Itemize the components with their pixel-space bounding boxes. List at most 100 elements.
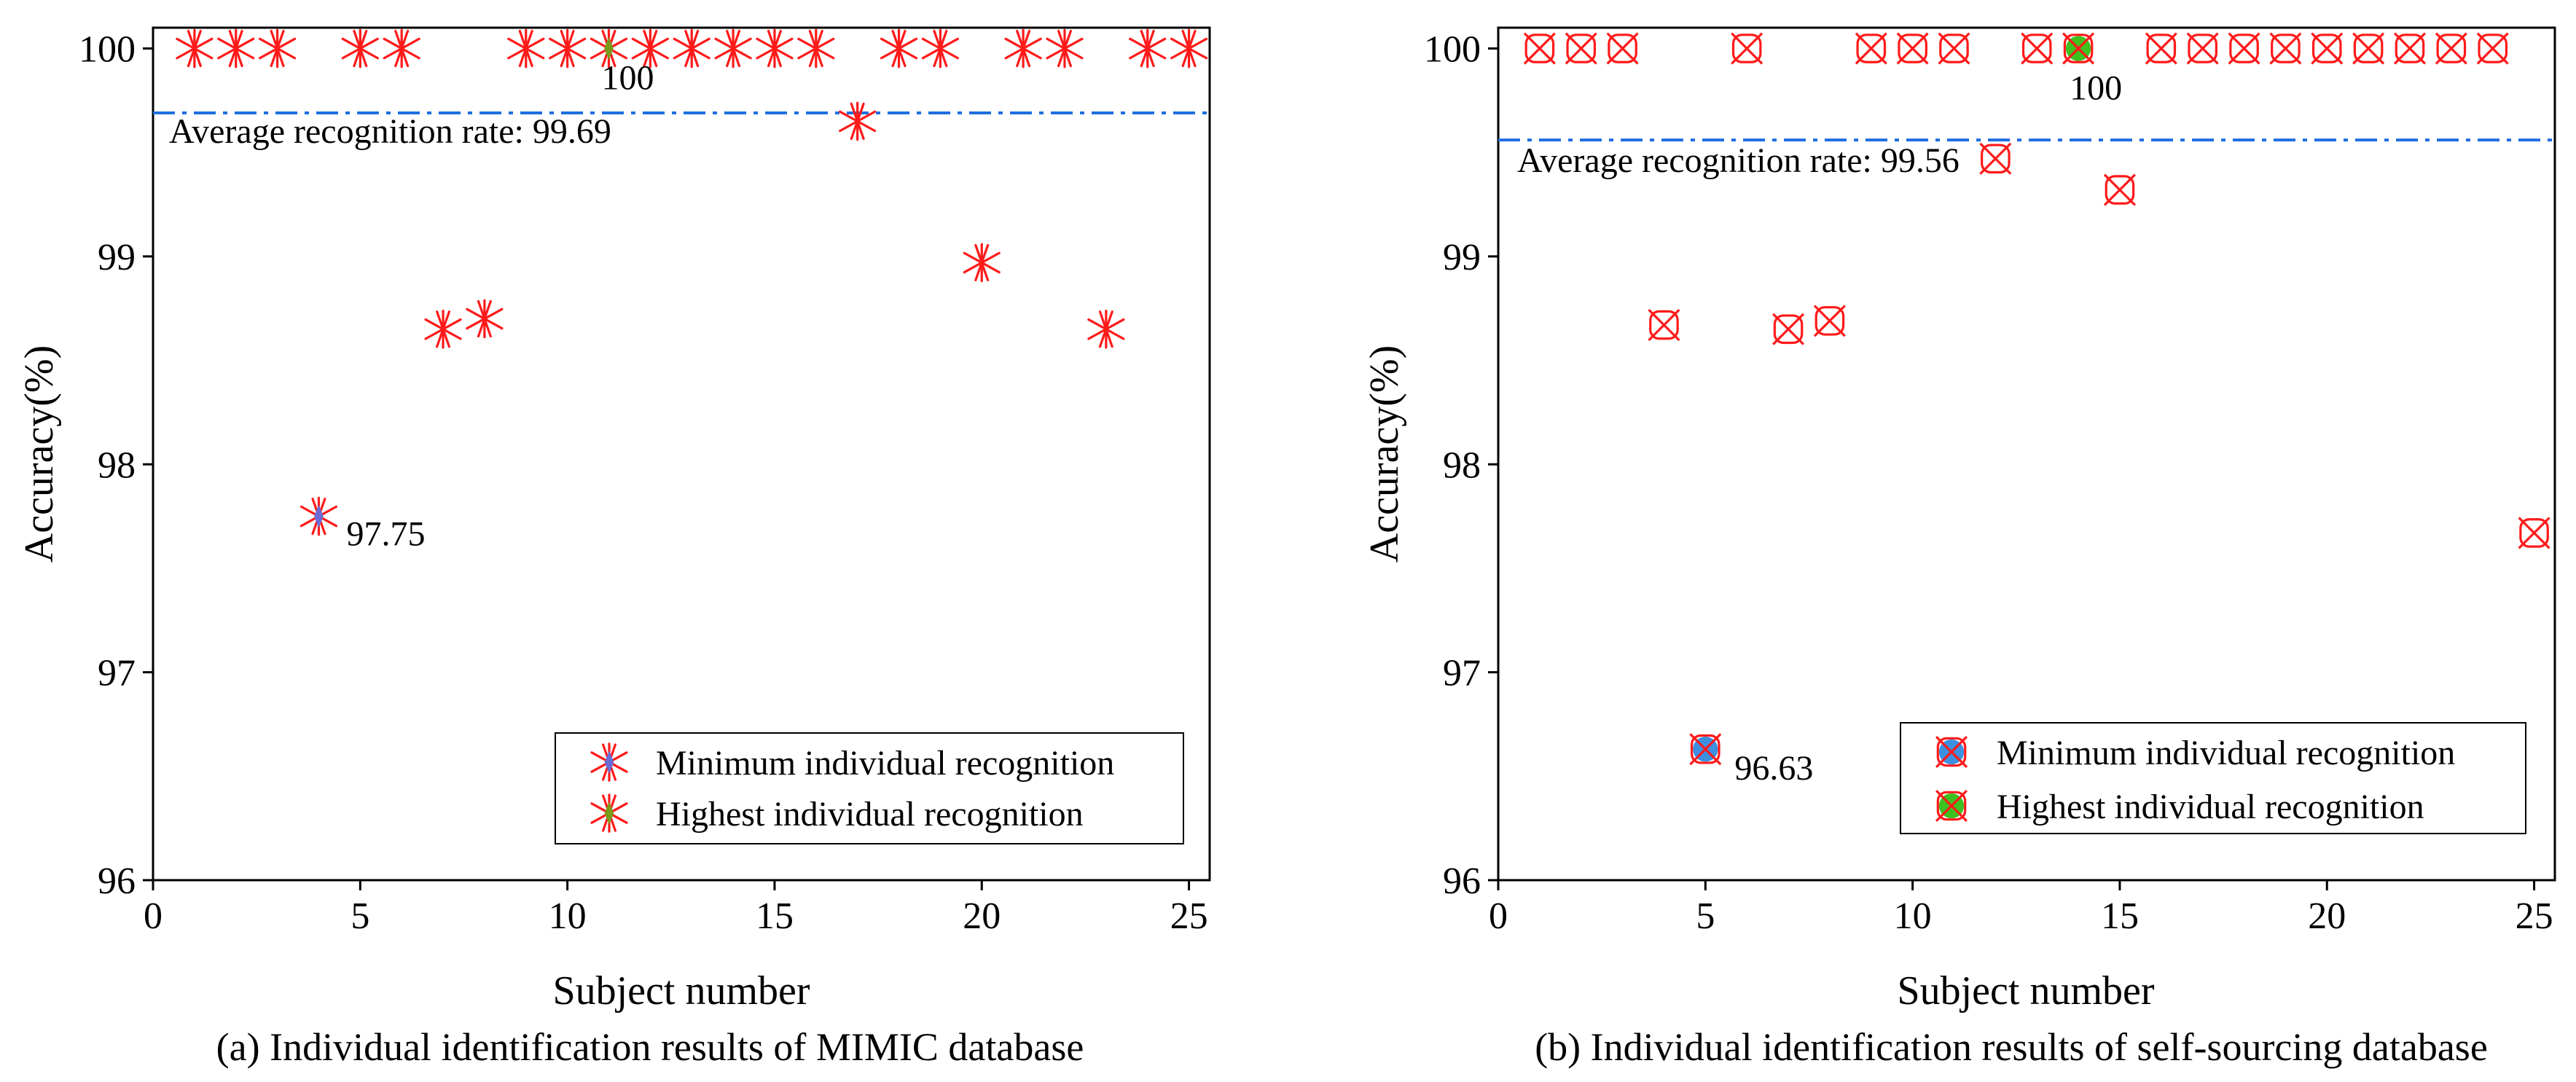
legend-label-max: Highest individual recognition — [1997, 788, 2424, 826]
x-tick-label: 25 — [1170, 895, 1208, 937]
y-tick-label: 97 — [98, 653, 136, 694]
x-tick-label: 10 — [549, 895, 587, 937]
data-points — [1523, 32, 2550, 766]
data-point — [2435, 32, 2467, 65]
y-tick-label: 100 — [1424, 29, 1481, 71]
data-point — [2186, 32, 2219, 65]
data-point — [1896, 32, 1929, 65]
data-point — [424, 309, 462, 349]
data-point — [1004, 28, 1042, 68]
data-point — [1689, 733, 1722, 766]
x-tick-label: 20 — [963, 895, 1001, 937]
legend-box — [555, 732, 1184, 844]
y-tick-label: 98 — [98, 444, 136, 486]
data-point — [1938, 32, 1970, 65]
data-point — [1648, 309, 1680, 342]
panel-a: 96 97 98 99 100 0 5 10 15 20 25 Average recogniti… — [17, 26, 1211, 1069]
max-point-label: 100 — [2070, 69, 2122, 108]
plot-frame — [152, 26, 1211, 882]
x-ticks: 0 5 10 15 20 25 — [144, 880, 1208, 937]
y-tick-label: 96 — [1443, 860, 1481, 902]
data-point — [1523, 32, 1556, 65]
data-point — [1731, 32, 1763, 65]
x-tick-label: 5 — [351, 895, 369, 937]
legend-label-min: Minimum individual recognition — [656, 744, 1114, 783]
data-point — [673, 28, 710, 68]
data-point — [2062, 32, 2095, 65]
data-point — [1979, 142, 2012, 175]
legend: Minimum individual recognition Highest i… — [555, 732, 1184, 844]
y-tick-label: 97 — [1443, 653, 1481, 694]
data-point — [590, 28, 628, 68]
data-point — [2393, 32, 2427, 65]
data-point — [1813, 305, 1846, 337]
data-point — [714, 28, 752, 68]
legend-marker-min — [1935, 735, 1968, 769]
x-axis-label: Subject number — [552, 968, 810, 1014]
data-point — [176, 28, 214, 68]
x-tick-label: 25 — [2516, 895, 2553, 937]
data-point — [2311, 32, 2344, 65]
data-point — [1129, 28, 1167, 68]
max-point-label: 100 — [601, 59, 654, 98]
legend-marker-min — [590, 742, 628, 782]
x-ticks: 0 5 10 15 20 25 — [1489, 880, 2553, 937]
x-tick-label: 10 — [1894, 895, 1932, 937]
y-ticks: 96 97 98 99 100 — [1424, 29, 1498, 902]
data-point — [2228, 32, 2260, 65]
legend-label-max: Highest individual recognition — [656, 795, 1084, 834]
panel-b: 96 97 98 99 100 0 5 10 15 20 25 Average recogniti… — [1362, 26, 2556, 1069]
caption: (a) Individual identification results of… — [216, 1025, 1084, 1069]
data-point — [1565, 32, 1597, 65]
data-point — [756, 28, 794, 68]
legend-label-min: Minimum individual recognition — [1997, 734, 2455, 772]
data-point — [797, 28, 835, 68]
data-point — [2145, 32, 2177, 65]
data-points — [176, 28, 1208, 536]
legend-box — [1900, 722, 2526, 834]
legend-marker-max — [590, 793, 628, 833]
data-point — [2269, 32, 2302, 65]
data-point — [300, 496, 338, 536]
legend: Minimum individual recognition Highest i… — [1900, 722, 2526, 834]
data-point — [963, 243, 1001, 283]
x-tick-label: 20 — [2308, 895, 2346, 937]
y-ticks: 96 97 98 99 100 — [79, 29, 153, 902]
x-tick-label: 15 — [2101, 895, 2139, 937]
y-axis-label: Accuracy(%) — [17, 345, 62, 562]
x-tick-label: 0 — [1489, 895, 1508, 937]
data-point — [1855, 32, 1887, 65]
y-tick-label: 99 — [1443, 237, 1481, 278]
data-point — [1772, 313, 1805, 345]
data-point — [2476, 32, 2509, 65]
x-tick-label: 15 — [756, 895, 794, 937]
data-point — [217, 28, 255, 68]
average-label: Average recognition rate: 99.69 — [169, 112, 611, 151]
data-point — [1606, 32, 1639, 65]
data-point — [341, 28, 379, 68]
caption: (b) Individual identification results of… — [1535, 1025, 2488, 1069]
y-tick-label: 96 — [98, 860, 136, 902]
data-point — [2518, 517, 2550, 549]
data-point — [2021, 32, 2054, 65]
y-axis-label: Accuracy(%) — [1362, 345, 1407, 562]
min-point-label: 97.75 — [346, 515, 425, 554]
y-tick-label: 99 — [98, 237, 136, 278]
min-point-label: 96.63 — [1734, 749, 1813, 788]
data-point — [631, 28, 669, 68]
x-tick-label: 5 — [1696, 895, 1715, 937]
data-point — [921, 28, 959, 68]
data-point — [1170, 28, 1208, 68]
plot-frame — [1497, 26, 2556, 882]
y-tick-label: 98 — [1443, 444, 1481, 486]
data-point — [839, 101, 877, 141]
legend-marker-max — [1935, 789, 1968, 823]
data-point — [2103, 173, 2136, 206]
data-point — [258, 28, 297, 68]
data-point — [1087, 309, 1125, 349]
data-point — [1046, 28, 1084, 68]
y-tick-label: 100 — [79, 29, 136, 71]
average-label: Average recognition rate: 99.56 — [1517, 141, 1960, 180]
x-axis-label: Subject number — [1897, 968, 2154, 1014]
